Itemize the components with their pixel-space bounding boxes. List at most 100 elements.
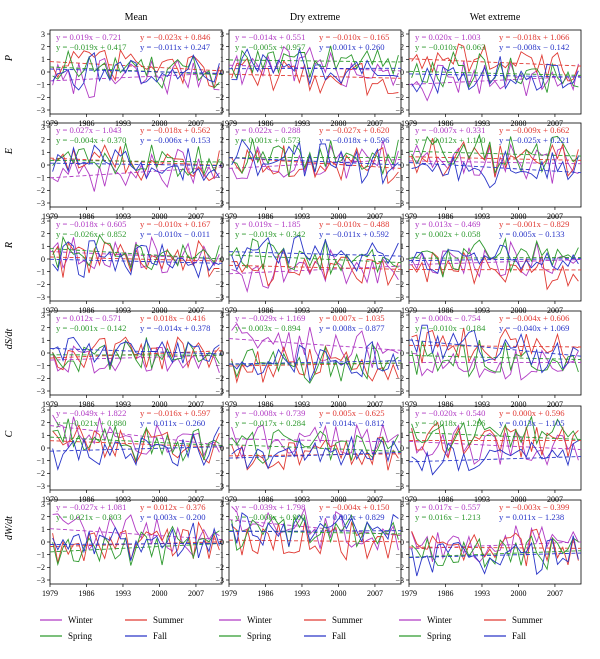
y-tick-label: 2 [400, 42, 404, 51]
x-tick-label: 1986 [437, 212, 453, 221]
y-tick-label: −2 [215, 374, 224, 383]
trend-line-p [409, 150, 581, 157]
x-tick-label: 1979 [401, 589, 417, 598]
trend-line-p [409, 355, 581, 360]
x-tick-label: 1993 [294, 212, 310, 221]
y-tick-label: −2 [395, 469, 404, 478]
x-tick-label: 2007 [188, 212, 204, 221]
x-tick-label: 2007 [188, 589, 204, 598]
trend-line-w [229, 265, 401, 275]
panel-ds-dt-wet-extreme: 3 2 1 0 −1 −2 −3 1979 1986 1993 2000 2007 y = 0.000x… [395, 310, 582, 409]
x-tick-label: 2000 [151, 306, 167, 315]
y-tick-label: −1 [395, 361, 404, 370]
y-tick-label: 0 [400, 538, 404, 547]
x-tick-label: 2007 [188, 495, 204, 504]
x-tick-label: 2007 [547, 400, 563, 409]
panel-c-dry-extreme: 3 2 1 0 −1 −2 −3 1979 1986 1993 2000 2007 y = −0.008… [215, 405, 402, 504]
trend-equation-f: y = 0.005x − 0.133 [499, 229, 565, 239]
x-tick-label: 2000 [151, 119, 167, 128]
trend-equation-s: y = 0.000x + 0.596 [499, 408, 565, 418]
x-tick-label: 1979 [42, 212, 58, 221]
y-tick-label: 1 [41, 148, 45, 157]
series-line-w [231, 248, 399, 294]
x-tick-label: 1993 [115, 212, 131, 221]
y-tick-label: −1 [215, 456, 224, 465]
y-tick-label: −1 [36, 173, 45, 182]
y-tick-label: −1 [395, 550, 404, 559]
trend-equation-w: y = 0.013x − 0.469 [415, 219, 481, 229]
x-tick-label: 2000 [330, 212, 346, 221]
y-tick-label: −2 [215, 563, 224, 572]
trend-equation-f: y = −0.011x + 0.592 [319, 229, 389, 239]
series-line-f [52, 426, 220, 471]
y-tick-label: 2 [220, 512, 224, 521]
panel-r-wet-extreme: 3 2 1 0 −1 −2 −3 1979 1986 1993 2000 2007 y = 0.013x… [395, 216, 582, 315]
trend-line-s [50, 157, 222, 166]
series-line-w [231, 140, 399, 180]
y-tick-label: −3 [215, 387, 224, 396]
y-tick-label: 0 [41, 444, 45, 453]
y-tick-label: 3 [220, 123, 224, 132]
series-line-f [411, 440, 579, 476]
y-tick-label: −3 [36, 482, 45, 491]
panel-c-mean: 3 2 1 0 −1 −2 −3 1979 1986 1993 2000 2007 y = −0.049… [36, 405, 223, 504]
y-tick-label: −1 [395, 80, 404, 89]
x-tick-label: 1993 [294, 119, 310, 128]
trend-equation-s: y = −0.018x + 1.066 [499, 32, 570, 42]
x-tick-label: 2000 [510, 589, 526, 598]
trend-equation-f: y = −0.010x − 0.011 [140, 229, 210, 239]
x-tick-label: 2000 [330, 306, 346, 315]
y-tick-label: −2 [36, 280, 45, 289]
panel-ds-dt-dry-extreme: 3 2 1 0 −1 −2 −3 1979 1986 1993 2000 2007 y = −0.029… [215, 310, 402, 409]
trend-line-p [229, 444, 401, 452]
trend-equation-f: y = 0.003x − 0.200 [140, 512, 206, 522]
trend-equation-f: y = −0.018x + 0.596 [319, 135, 390, 145]
x-tick-label: 1993 [474, 306, 490, 315]
y-tick-label: −3 [36, 199, 45, 208]
y-tick-label: 0 [400, 255, 404, 264]
series-line-f [52, 144, 220, 182]
trend-equation-f: y = 0.008x − 0.877 [319, 323, 385, 333]
y-tick-label: 3 [41, 217, 45, 226]
trend-equation-w: y = 0.022x − 0.288 [235, 125, 301, 135]
y-tick-label: 2 [41, 418, 45, 427]
y-tick-label: 2 [400, 229, 404, 238]
y-tick-label: 2 [41, 42, 45, 51]
y-tick-label: 3 [400, 217, 404, 226]
trend-equation-w: y = −0.020x + 0.540 [415, 408, 485, 418]
trend-line-p [409, 431, 581, 440]
y-tick-label: 3 [400, 123, 404, 132]
legend-label: Summer [332, 615, 363, 625]
y-tick-label: −3 [215, 576, 224, 585]
y-tick-label: 3 [220, 30, 224, 39]
y-tick-label: 3 [41, 30, 45, 39]
x-tick-label: 1979 [221, 306, 237, 315]
x-tick-label: 2000 [151, 589, 167, 598]
panel-dw-dt-dry-extreme: 3 2 1 0 −1 −2 −3 1979 1986 1993 2000 2007 y = −0.039… [215, 499, 402, 598]
legend-label: Winter [247, 615, 272, 625]
panel-e-wet-extreme: 3 2 1 0 −1 −2 −3 1979 1986 1993 2000 2007 y = −0.007… [395, 122, 582, 221]
series-line-w [411, 349, 579, 381]
trend-equation-w: y = −0.008x + 0.739 [235, 408, 305, 418]
trend-equation-f: y = −0.008x − 0.142 [499, 42, 569, 52]
y-tick-label: 2 [41, 229, 45, 238]
y-tick-label: 1 [41, 242, 45, 251]
x-tick-label: 1986 [437, 400, 453, 409]
x-tick-label: 1993 [115, 589, 131, 598]
trend-line-p [409, 256, 581, 259]
y-tick-label: 0 [400, 68, 404, 77]
series-line-s [52, 144, 220, 182]
x-tick-label: 1993 [474, 589, 490, 598]
x-tick-label: 2000 [330, 119, 346, 128]
trend-line-f [50, 347, 222, 355]
x-tick-label: 1986 [78, 119, 94, 128]
trend-equation-p: y = 0.016x − 1.213 [415, 512, 481, 522]
trend-line-f [229, 251, 401, 257]
series-line-p [411, 535, 579, 571]
x-tick-label: 2007 [547, 212, 563, 221]
y-tick-label: −3 [215, 482, 224, 491]
series-line-f [52, 240, 220, 279]
y-tick-label: 3 [220, 406, 224, 415]
